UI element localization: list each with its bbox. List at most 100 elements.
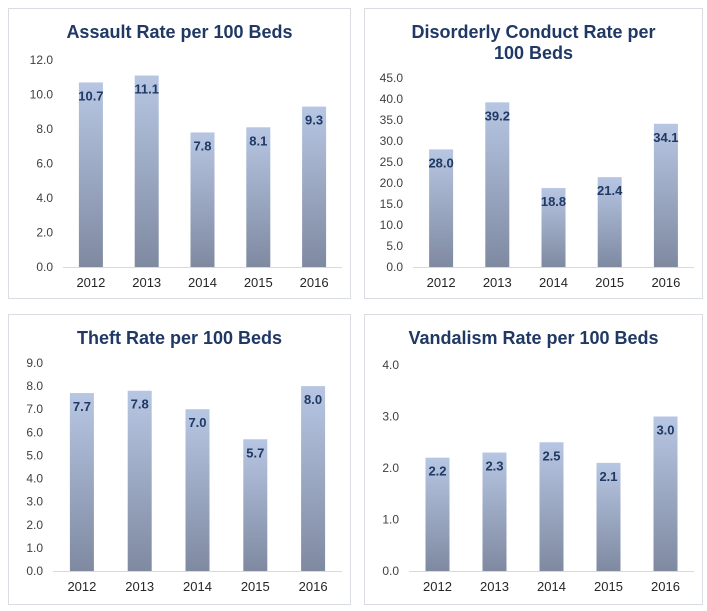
- x-tick-label: 2013: [125, 579, 154, 594]
- chart-plot: 0.0 1.0 2.0 3.0 4.0 5.0 6.0 7.0 8.0 9.0 7.7 2012 7.8…: [26, 356, 342, 594]
- y-tick-label: 0.0: [26, 564, 43, 578]
- data-label: 28.0: [428, 155, 453, 170]
- chart-panel-vandalism: Vandalism Rate per 100 Beds 0.0 1.0 2.0 3.0…: [364, 314, 703, 605]
- x-tick-label: 2012: [67, 579, 96, 594]
- y-tick-label: 0.0: [36, 260, 53, 274]
- bar-2016: [301, 386, 326, 571]
- y-tick-label: 35.0: [380, 113, 404, 127]
- x-tick-label: 2015: [241, 579, 270, 594]
- data-label: 8.1: [249, 133, 267, 148]
- y-tick-label: 0.0: [386, 260, 403, 274]
- y-tick-label: 9.0: [26, 356, 43, 370]
- y-tick-label: 3.0: [382, 410, 399, 424]
- bar-2013: [485, 102, 510, 267]
- x-tick-label: 2012: [423, 579, 452, 594]
- bar-2014: [190, 132, 215, 267]
- x-tick-label: 2014: [539, 275, 568, 290]
- y-tick-label: 12.0: [30, 53, 54, 67]
- y-tick-label: 5.0: [26, 448, 43, 462]
- y-tick-label: 2.0: [26, 518, 43, 532]
- y-tick-label: 40.0: [380, 92, 404, 106]
- y-tick-label: 4.0: [36, 191, 53, 205]
- y-tick-label: 1.0: [26, 541, 43, 555]
- y-tick-label: 4.0: [26, 472, 43, 486]
- bar-2015: [597, 177, 622, 267]
- y-tick-label: 45.0: [380, 71, 404, 85]
- bar-2014: [541, 188, 566, 267]
- x-tick-label: 2016: [651, 579, 680, 594]
- y-tick-label: 0.0: [382, 564, 399, 578]
- data-label: 11.1: [134, 82, 159, 97]
- y-tick-label: 6.0: [26, 425, 43, 439]
- data-label: 18.8: [541, 194, 566, 209]
- x-tick-label: 2015: [594, 579, 623, 594]
- x-tick-label: 2016: [299, 579, 328, 594]
- chart-title: Disorderly Conduct Rate per 100 Beds: [411, 22, 656, 63]
- chart-title: Theft Rate per 100 Beds: [76, 328, 283, 348]
- x-tick-label: 2014: [183, 579, 212, 594]
- bar-2012: [78, 82, 103, 267]
- chart-title: Vandalism Rate per 100 Beds: [408, 328, 659, 348]
- chart-panel-assault: Assault Rate per 100 Beds 0.0 2.0 4.0 6.0 8.…: [8, 8, 351, 299]
- bar-2015: [596, 462, 621, 571]
- x-tick-label: 2012: [76, 275, 105, 290]
- bar-2014: [539, 442, 564, 571]
- bar-2014: [185, 409, 210, 571]
- chart-plot: 0.0 2.0 4.0 6.0 8.0 10.0 12.0 10.7 2012 11.1 2013 7…: [30, 53, 342, 290]
- bar-2016: [653, 416, 678, 571]
- x-tick-label: 2016: [300, 275, 329, 290]
- chart-title: Assault Rate per 100 Beds: [66, 22, 293, 42]
- data-label: 5.7: [246, 445, 264, 460]
- x-tick-label: 2013: [480, 579, 509, 594]
- data-label: 2.5: [542, 448, 560, 463]
- bar-2016: [302, 106, 327, 267]
- data-label: 39.2: [485, 108, 510, 123]
- y-tick-label: 2.0: [382, 461, 399, 475]
- bar-2012: [429, 149, 454, 267]
- y-tick-label: 8.0: [36, 122, 53, 136]
- y-tick-label: 10.0: [30, 88, 54, 102]
- chart-plot: 0.0 5.0 10.0 15.0 20.0 25.0 30.0 35.0 40.0 45.0 28…: [380, 71, 694, 290]
- x-tick-label: 2015: [244, 275, 273, 290]
- chart-panel-disorderly-conduct: Disorderly Conduct Rate per 100 Beds 0.0…: [364, 8, 703, 299]
- data-label: 3.0: [656, 423, 674, 438]
- data-label: 8.0: [304, 392, 322, 407]
- y-tick-label: 15.0: [380, 197, 404, 211]
- bar-2015: [243, 439, 268, 571]
- bar-2015: [246, 127, 271, 268]
- x-tick-label: 2016: [651, 275, 680, 290]
- y-tick-label: 2.0: [36, 226, 53, 240]
- bar-2016: [653, 123, 678, 267]
- data-label: 10.7: [78, 88, 103, 103]
- data-label: 7.0: [188, 415, 206, 430]
- y-tick-label: 4.0: [382, 358, 399, 372]
- bar-2013: [127, 390, 152, 571]
- y-tick-label: 20.0: [380, 176, 404, 190]
- data-label: 2.1: [599, 469, 617, 484]
- y-tick-label: 6.0: [36, 157, 53, 171]
- y-tick-label: 8.0: [26, 379, 43, 393]
- chart-panel-theft: Theft Rate per 100 Beds 0.0 1.0 2.0 3.0 4.0 5…: [8, 314, 351, 605]
- x-tick-label: 2012: [427, 275, 456, 290]
- data-label: 2.2: [428, 464, 446, 479]
- chart-plot: 0.0 1.0 2.0 3.0 4.0 2.2 2012 2.3 2013 2.5 2014 2.1 2…: [382, 358, 694, 594]
- y-tick-label: 7.0: [26, 402, 43, 416]
- x-tick-label: 2015: [595, 275, 624, 290]
- y-tick-label: 3.0: [26, 495, 43, 509]
- x-tick-label: 2013: [483, 275, 512, 290]
- data-label: 34.1: [653, 130, 678, 145]
- y-tick-label: 25.0: [380, 155, 404, 169]
- bar-2012: [69, 393, 94, 571]
- y-tick-label: 10.0: [380, 218, 404, 232]
- data-label: 21.4: [597, 183, 623, 198]
- data-label: 7.8: [131, 397, 149, 412]
- data-label: 7.7: [73, 399, 91, 414]
- data-label: 7.8: [193, 138, 211, 153]
- x-tick-label: 2014: [188, 275, 217, 290]
- x-tick-label: 2014: [537, 579, 566, 594]
- bar-2013: [482, 452, 507, 571]
- bar-2013: [134, 75, 159, 268]
- data-label: 9.3: [305, 113, 323, 128]
- y-tick-label: 1.0: [382, 513, 399, 527]
- y-tick-label: 5.0: [386, 239, 403, 253]
